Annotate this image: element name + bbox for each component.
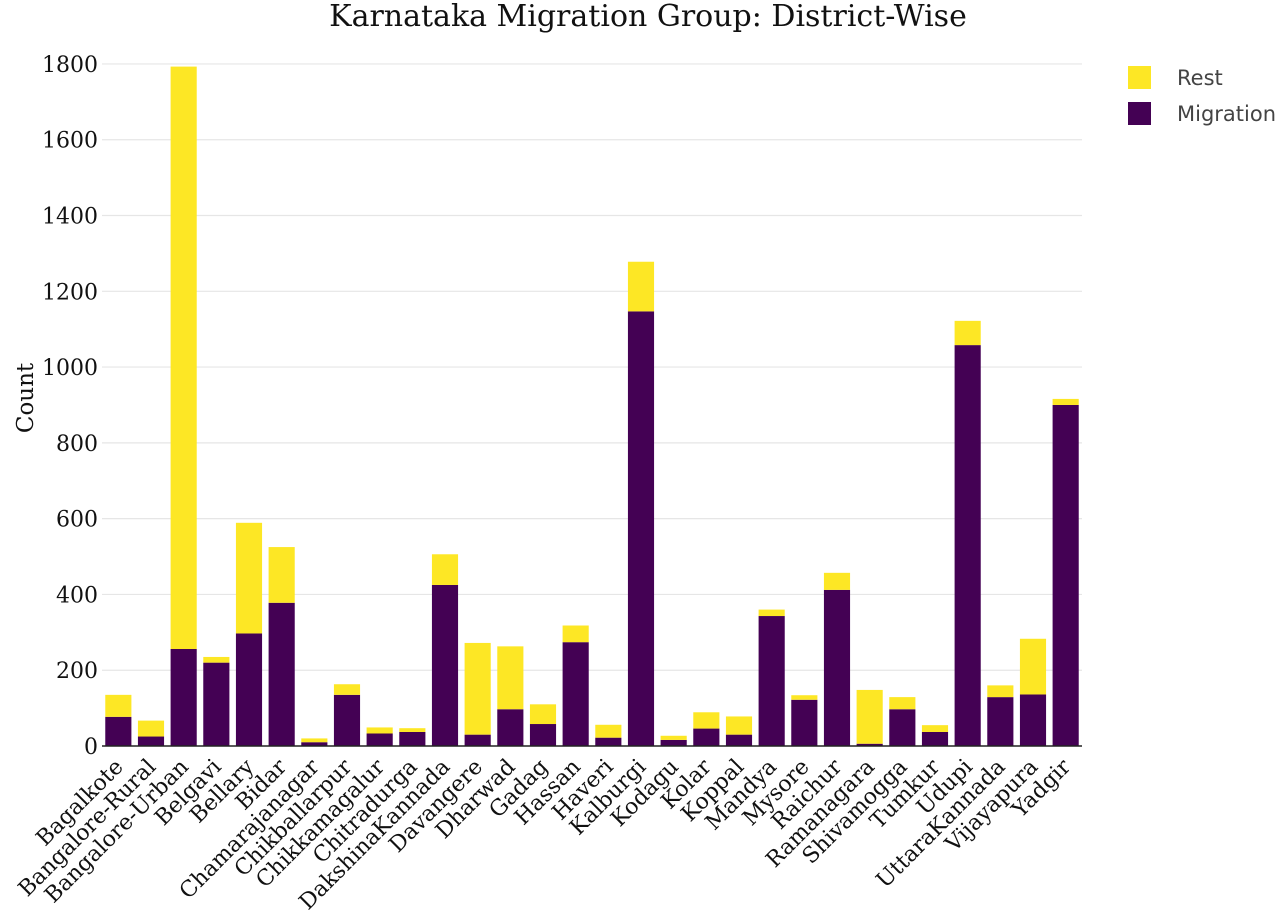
- legend[interactable]: Rest Migration: [1128, 66, 1276, 126]
- bar-rest[interactable]: Hassan — Rest: 44: [562, 625, 589, 643]
- bar-rest[interactable]: Kodagu — Rest: 11: [660, 735, 687, 740]
- bar-rest[interactable]: UttaraKannada — Rest: 31: [987, 685, 1014, 698]
- bar-migration[interactable]: Kolar — Migration: 46: [693, 728, 720, 746]
- bar-migration[interactable]: Yadgir — Migration: 900: [1052, 404, 1079, 746]
- bar-rest[interactable]: Mysore — Rest: 12: [791, 695, 818, 700]
- bar-rest[interactable]: DakshinaKannada — Rest: 81: [431, 554, 459, 585]
- bar-migration[interactable]: Bellary — Migration: 297: [235, 633, 263, 746]
- bar-rest[interactable]: Mandya — Rest: 17: [758, 609, 785, 617]
- bar-rest[interactable]: Bagalkote — Rest: 58: [105, 694, 132, 717]
- y-axis-label: Count: [13, 362, 39, 433]
- legend-swatch-rest: [1128, 66, 1151, 89]
- bar-rest[interactable]: Davangere — Rest: 242: [464, 642, 491, 735]
- y-tick-label: 200: [56, 659, 98, 684]
- bar-migration[interactable]: Chikkamagalur — Migration: 33: [366, 733, 393, 746]
- bar-rest[interactable]: Raichur — Rest: 45: [823, 572, 851, 590]
- y-tick-label: 1800: [42, 53, 98, 78]
- bar-migration[interactable]: Chamarajanagar — Migration: 10: [301, 742, 328, 746]
- y-tick-label: 600: [56, 508, 98, 533]
- bar-migration[interactable]: Vijayapura — Migration: 136: [1019, 694, 1047, 746]
- bar-rest[interactable]: Udupi — Rest: 64: [954, 320, 981, 346]
- bar-rest[interactable]: Chikkamagalur — Rest: 16: [366, 727, 393, 734]
- y-tick-label: 1400: [42, 205, 98, 230]
- bar-migration[interactable]: Belgavi — Migration: 220: [203, 662, 230, 746]
- bar-rest[interactable]: Bidar — Rest: 147: [268, 547, 295, 603]
- bar-migration[interactable]: UttaraKannada — Migration: 129: [987, 697, 1014, 746]
- bar-rest[interactable]: Chikballarpur — Rest: 28: [333, 684, 361, 695]
- bar-rest[interactable]: Kalburgi — Rest: 131: [627, 261, 655, 312]
- bar-rest[interactable]: Dharwad — Rest: 166: [497, 646, 524, 710]
- y-tick-label: 1000: [42, 356, 98, 381]
- bar-rest[interactable]: Bellary — Rest: 292: [235, 522, 263, 634]
- bar-migration[interactable]: Bangalore-Urban — Migration: 256: [170, 648, 197, 746]
- legend-label-migration[interactable]: Migration: [1177, 102, 1276, 126]
- bar-migration[interactable]: Dharwad — Migration: 97: [497, 709, 524, 746]
- bar-migration[interactable]: Haveri — Migration: 22: [595, 737, 622, 746]
- y-axis-ticks: 0 200 400 600 800 1000 1200 1400 1600 1800: [42, 53, 98, 760]
- bar-rest[interactable]: Bangalore-Rural — Rest: 42: [137, 720, 165, 737]
- bar-migration[interactable]: Kalburgi — Migration: 1147: [627, 311, 655, 746]
- bar-rest[interactable]: Chamarajanagar — Rest: 10: [301, 738, 328, 743]
- bar-rest[interactable]: Chitradurga — Rest: 10: [399, 728, 426, 732]
- y-tick-label: 800: [56, 432, 98, 457]
- bar-rest[interactable]: Gadag — Rest: 52: [529, 704, 557, 725]
- bar-migration[interactable]: Gadag — Migration: 58: [529, 724, 557, 746]
- y-tick-label: 0: [84, 735, 98, 760]
- bar-migration[interactable]: Raichur — Migration: 412: [823, 589, 851, 746]
- gridlines: [102, 63, 1082, 671]
- bar-rest[interactable]: Yadgir — Rest: 16: [1052, 398, 1079, 405]
- bar-migration[interactable]: Mandya — Migration: 343: [758, 616, 785, 746]
- bar-migration[interactable]: Chitradurga — Migration: 37: [399, 731, 426, 746]
- bar-migration[interactable]: Shivamogga — Migration: 97: [889, 709, 916, 746]
- bars: Bagalkote — Migration: 77Bagalkote — Res…: [105, 66, 1079, 746]
- bar-migration[interactable]: Hassan — Migration: 274: [562, 642, 589, 746]
- legend-swatch-migration: [1128, 102, 1151, 125]
- bar-migration[interactable]: Ramanagara — Migration: 6: [856, 743, 883, 746]
- chart-title: Karnataka Migration Group: District-Wise: [329, 0, 967, 34]
- bar-rest[interactable]: Vijayapura — Rest: 147: [1019, 638, 1047, 695]
- bar-migration[interactable]: Kodagu — Migration: 16: [660, 739, 687, 746]
- bar-migration[interactable]: Koppal — Migration: 30: [725, 734, 753, 746]
- bar-migration[interactable]: Mysore — Migration: 122: [791, 699, 818, 746]
- bar-rest[interactable]: Kolar — Rest: 43: [693, 712, 720, 729]
- y-tick-label: 400: [56, 583, 98, 608]
- bar-migration[interactable]: Chikballarpur — Migration: 135: [333, 694, 361, 746]
- bar-rest[interactable]: Haveri — Rest: 34: [595, 724, 622, 738]
- bar-migration[interactable]: Bagalkote — Migration: 77: [105, 716, 132, 746]
- bar-migration[interactable]: Tumkur — Migration: 37: [921, 731, 949, 746]
- bar-migration[interactable]: Davangere — Migration: 30: [464, 734, 491, 746]
- y-tick-label: 1200: [42, 280, 98, 305]
- bar-rest[interactable]: Belgavi — Rest: 15: [203, 656, 230, 663]
- bar-rest[interactable]: Shivamogga — Rest: 32: [889, 697, 916, 710]
- x-axis-ticks: BagalkoteBangalore-RuralBangalore-UrbanB…: [14, 754, 1076, 915]
- bar-rest[interactable]: Bangalore-Urban — Rest: 1537: [170, 66, 197, 649]
- bar-rest[interactable]: Tumkur — Rest: 18: [921, 725, 949, 732]
- bar-rest[interactable]: Koppal — Rest: 48: [725, 716, 753, 735]
- legend-label-rest[interactable]: Rest: [1177, 66, 1223, 90]
- bar-rest[interactable]: Ramanagara — Rest: 142: [856, 689, 883, 744]
- bar-migration[interactable]: Bidar — Migration: 378: [268, 602, 295, 746]
- bar-migration[interactable]: Bangalore-Rural — Migration: 25: [137, 736, 165, 746]
- bar-migration[interactable]: Udupi — Migration: 1058: [954, 345, 981, 746]
- y-tick-label: 1600: [42, 129, 98, 154]
- bar-migration[interactable]: DakshinaKannada — Migration: 425: [431, 584, 459, 746]
